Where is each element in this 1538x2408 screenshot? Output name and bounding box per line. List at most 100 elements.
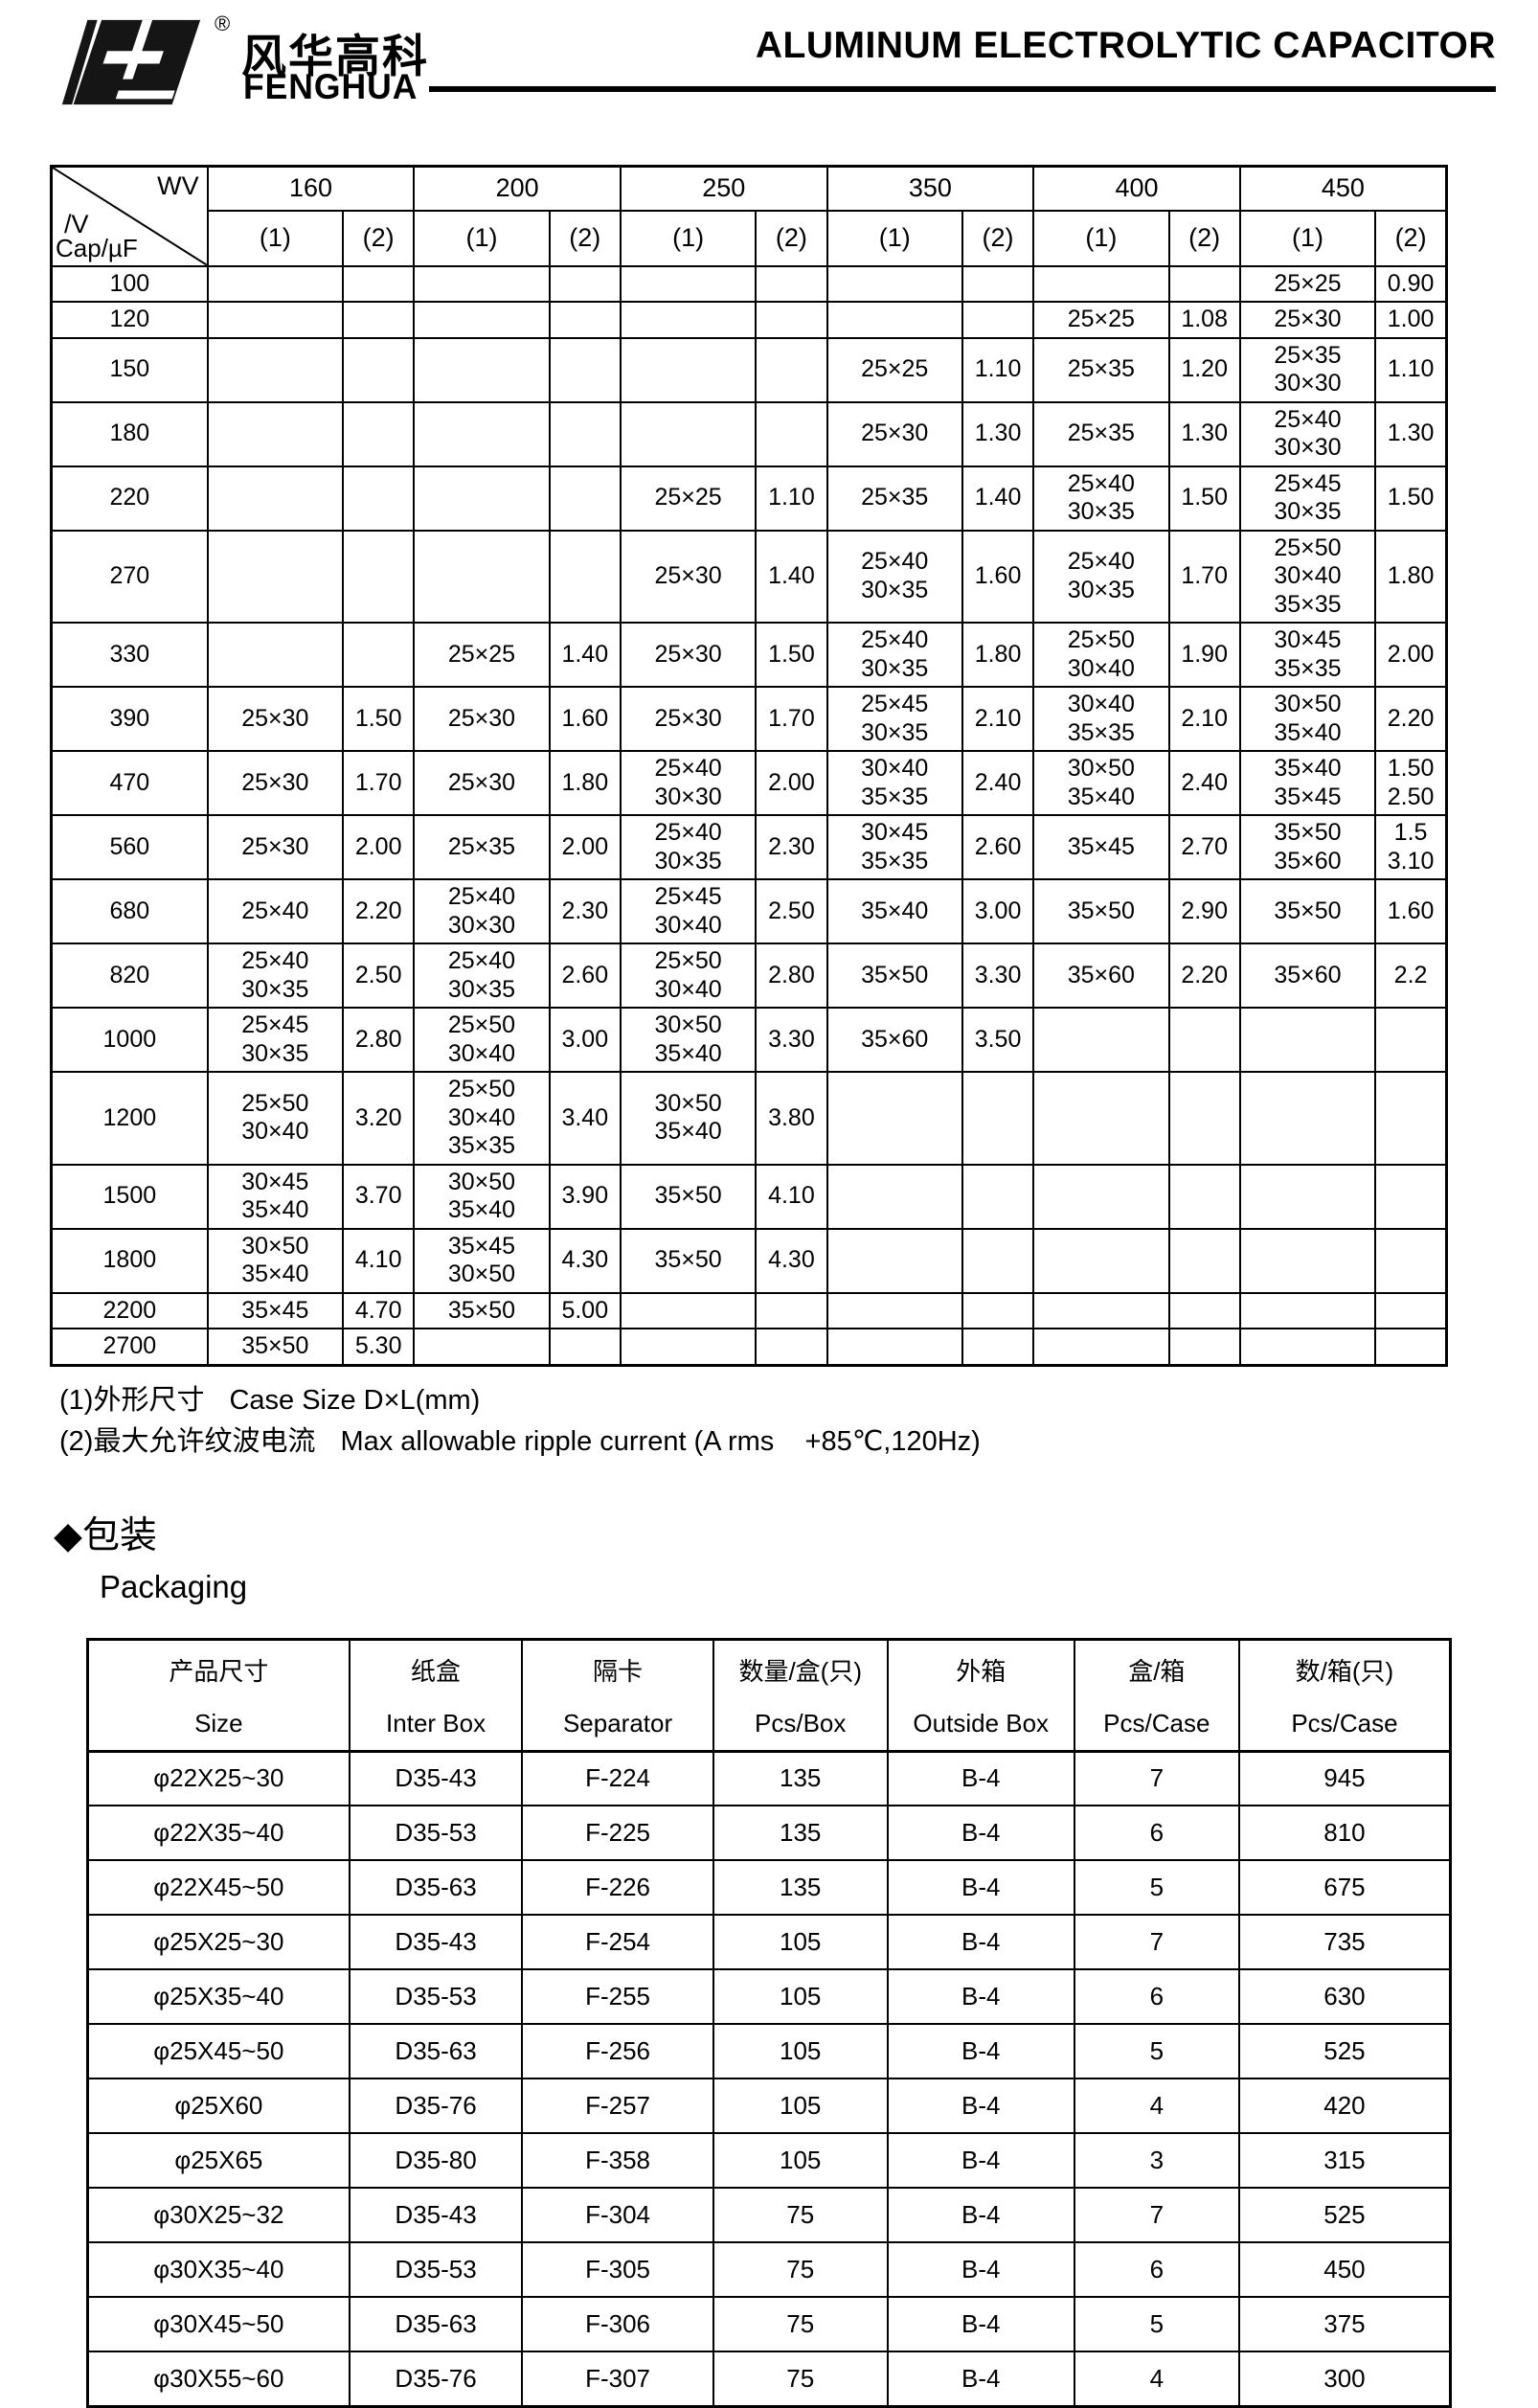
ripple-current-cell: 1.20: [1167, 336, 1241, 403]
ripple-current-cell: 3.00: [961, 878, 1035, 944]
ripple-current-cell: [341, 465, 416, 532]
ripple-current-cell: 2.20: [341, 878, 416, 944]
case-size-cell: 25×50 30×40: [1032, 622, 1170, 688]
packaging-column-header-english: Outside Box: [913, 1708, 1050, 1738]
case-size-cell: 25×30: [1238, 301, 1377, 339]
cap-value: 1200: [50, 1071, 209, 1166]
case-size-cell: 35×50: [826, 943, 963, 1009]
outside-box-cell: B-4: [886, 2351, 1075, 2407]
size-cell: φ30X55~60: [86, 2351, 351, 2407]
case-size-cell: [1032, 1071, 1170, 1166]
ripple-current-cell: [548, 264, 622, 303]
boxes-per-case-cell: 4: [1073, 2078, 1240, 2134]
case-size-cell: [413, 264, 551, 303]
note2-english: Max allowable ripple current: [340, 1426, 687, 1457]
title-underline: [429, 86, 1496, 92]
case-size-cell: 30×50 35×40: [619, 1007, 758, 1073]
ripple-current-cell: 1.80: [548, 750, 622, 816]
pcs-per-case-cell: 450: [1237, 2241, 1452, 2298]
separator-cell: F-224: [521, 1750, 714, 1806]
ratings-row: 1500 30×45 35×40 3.70 30×50 35×40 3.90 35×50 4.1…: [50, 1163, 1448, 1230]
case-size-cell: 25×35: [413, 814, 551, 880]
ripple-current-cell: 5.00: [548, 1291, 622, 1329]
ripple-current-cell: [961, 301, 1035, 339]
boxes-per-case-cell: 7: [1073, 1914, 1240, 1970]
ripple-current-cell: 2.40: [1167, 750, 1241, 816]
outside-box-cell: B-4: [886, 2241, 1075, 2298]
ripple-current-cell: [1374, 1227, 1448, 1294]
voltage-header-350: 350: [826, 165, 1035, 212]
ripple-current-cell: [548, 529, 622, 624]
ripple-current-cell: [961, 1163, 1035, 1230]
ratings-row: 560 25×30 2.00 25×35 2.00 25×40 30×35 2.30 30×45…: [50, 814, 1448, 880]
outside-box-cell: B-4: [886, 2296, 1075, 2352]
pcs-per-case-cell: 735: [1237, 1914, 1452, 1970]
case-size-cell: [1238, 1071, 1377, 1166]
ripple-current-cell: [1167, 1328, 1241, 1366]
case-size-cell: [413, 301, 551, 339]
inter-box-cell: D35-43: [348, 1914, 524, 1970]
case-size-cell: 35×50: [619, 1163, 758, 1230]
ripple-current-cell: 2.50: [755, 878, 828, 944]
ripple-current-cell: [755, 400, 828, 467]
case-size-cell: 35×50: [1032, 878, 1170, 944]
pcs-per-box-cell: 75: [712, 2241, 889, 2298]
case-size-cell: [1032, 1227, 1170, 1294]
ripple-current-cell: 3.30: [755, 1007, 828, 1073]
boxes-per-case-cell: 6: [1073, 1968, 1240, 2025]
ripple-current-cell: 1.40: [548, 622, 622, 688]
corner-diagonal-line: [53, 168, 207, 265]
case-size-cell: [619, 400, 758, 467]
subheader-200-1: (1): [413, 209, 551, 267]
ripple-current-cell: 2.90: [1167, 878, 1241, 944]
case-size-cell: 35×60: [1238, 943, 1377, 1009]
case-size-cell: [1238, 1328, 1377, 1366]
subheader-400-2: (2): [1167, 209, 1241, 267]
voltage-header-row: WV/V Cap/µF 160 200 250 350 400 450: [50, 165, 1448, 267]
page-header: ® 风华高科 FENGHUA ALUMINUM ELECTROLYTIC CAP…: [0, 0, 1538, 153]
case-size-cell: 25×40 30×35: [619, 814, 758, 880]
case-size-cell: 25×30: [619, 686, 758, 752]
ripple-current-cell: 2.00: [341, 814, 416, 880]
case-size-cell: [619, 336, 758, 403]
subheader-200-2: (2): [548, 209, 622, 267]
ripple-current-cell: [755, 264, 828, 303]
case-size-cell: [826, 264, 963, 303]
packaging-row: φ25X60 D35-76 F-257 105 B-4 4 420: [86, 2078, 1452, 2134]
pcs-per-case-cell: 630: [1237, 1968, 1452, 2025]
inter-box-cell: D35-53: [348, 1968, 524, 2025]
ripple-current-cell: 1.80: [961, 622, 1035, 688]
inter-box-cell: D35-63: [348, 1859, 524, 1916]
case-size-cell: [413, 1328, 551, 1366]
subheader-250-2: (2): [755, 209, 828, 267]
packaging-row: φ22X35~40 D35-53 F-225 135 B-4 6 810: [86, 1805, 1452, 1861]
packaging-row: φ30X55~60 D35-76 F-307 75 B-4 4 300: [86, 2351, 1452, 2407]
case-size-cell: 25×35 30×30: [1238, 336, 1377, 403]
ratings-row: 680 25×40 2.20 25×40 30×30 2.30 25×45 30×40 2.50…: [50, 878, 1448, 944]
packaging-row: φ25X45~50 D35-63 F-256 105 B-4 5 525: [86, 2023, 1452, 2079]
ripple-current-cell: [341, 301, 416, 339]
case-size-cell: [206, 264, 345, 303]
ripple-current-cell: 3.30: [961, 943, 1035, 1009]
pcs-per-box-cell: 105: [712, 1968, 889, 2025]
ripple-current-cell: 1.80: [1374, 529, 1448, 624]
case-size-cell: [619, 301, 758, 339]
pcs-per-box-cell: 75: [712, 2351, 889, 2407]
pcs-per-box-cell: 105: [712, 2132, 889, 2189]
ripple-current-cell: 1.70: [341, 750, 416, 816]
ripple-current-cell: [961, 1328, 1035, 1366]
ripple-current-cell: [1167, 1227, 1241, 1294]
outside-box-cell: B-4: [886, 1750, 1075, 1806]
outside-box-cell: B-4: [886, 1859, 1075, 1916]
ripple-current-cell: [1167, 1071, 1241, 1166]
inter-box-cell: D35-53: [348, 2241, 524, 2298]
page-title: ALUMINUM ELECTROLYTIC CAPACITOR: [755, 25, 1496, 66]
ripple-current-cell: [548, 336, 622, 403]
case-size-cell: [206, 336, 345, 403]
ripple-current-cell: 1.30: [1374, 400, 1448, 467]
ripple-current-cell: [1374, 1328, 1448, 1366]
packaging-heading-chinese: ◆包装: [54, 1514, 157, 1556]
packaging-row: φ25X25~30 D35-43 F-254 105 B-4 7 735: [86, 1914, 1452, 1970]
outside-box-cell: B-4: [886, 1968, 1075, 2025]
cap-value: 680: [50, 878, 209, 944]
